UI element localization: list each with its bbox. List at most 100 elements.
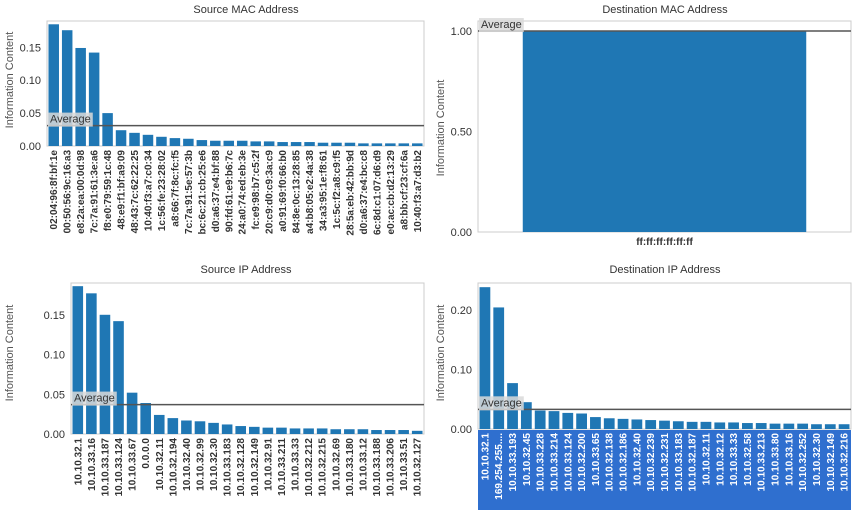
x-tick-label[interactable]: 10.10.33.193	[508, 433, 519, 492]
bar[interactable]	[316, 428, 328, 434]
x-tick-label[interactable]: 10.10.33.187	[100, 438, 111, 497]
bar[interactable]	[344, 429, 355, 434]
bar[interactable]	[303, 428, 314, 434]
x-tick-label[interactable]: 00:50:56:9c:16:a3	[63, 150, 74, 234]
x-tick-label[interactable]: 10.10.32.127	[413, 438, 424, 497]
bar[interactable]	[262, 427, 274, 434]
bar[interactable]	[755, 423, 767, 429]
x-tick-label[interactable]: 10.10.33.33	[729, 433, 740, 486]
bar[interactable]	[208, 422, 219, 434]
bar[interactable]	[330, 429, 342, 434]
bar[interactable]	[196, 140, 208, 146]
bar[interactable]	[398, 143, 410, 146]
x-tick-label[interactable]: d0:a6:37:e4:bf:88	[211, 150, 222, 233]
bar[interactable]	[686, 421, 698, 429]
x-tick-label[interactable]: 10.10.33.214	[549, 433, 560, 492]
x-tick-label[interactable]: 10.10.33.180	[345, 438, 356, 497]
x-tick-label[interactable]: f8:e0:79:59:1c:48	[103, 150, 114, 232]
bar[interactable]	[276, 427, 287, 434]
x-tick-label[interactable]: 0.0.0.0	[141, 438, 152, 469]
x-tick-label[interactable]: e0:ac:cb:d2:13:29	[386, 150, 397, 235]
x-tick-label[interactable]: 10.10.33.124	[563, 433, 574, 492]
bar[interactable]	[167, 418, 179, 434]
x-tick-label[interactable]: 10.10.32.40	[632, 433, 643, 486]
bar[interactable]	[357, 429, 369, 434]
bar[interactable]	[411, 430, 423, 434]
x-tick-label[interactable]: 10.10.33.67	[128, 438, 139, 491]
x-tick-label[interactable]: 10.10.32.216	[840, 433, 851, 492]
bar[interactable]	[304, 142, 315, 146]
bar[interactable]	[263, 141, 275, 146]
x-tick-label[interactable]: 1c:56:fe:23:28:02	[157, 150, 168, 232]
bar[interactable]	[223, 140, 235, 146]
bar[interactable]	[742, 423, 753, 429]
x-tick-label[interactable]: 10.10.32.128	[236, 438, 247, 497]
x-tick-label[interactable]: 10.10.33.12	[358, 438, 369, 491]
bar[interactable]	[562, 412, 574, 429]
bar[interactable]	[156, 136, 167, 146]
x-tick-label[interactable]: 84:8e:0c:13:28:85	[292, 150, 303, 234]
bar[interactable]	[140, 403, 151, 434]
bar[interactable]	[153, 414, 165, 434]
bar[interactable]	[659, 420, 670, 429]
bar[interactable]	[398, 430, 409, 434]
bar[interactable]	[317, 142, 329, 146]
x-tick-label[interactable]: 10.10.33.183	[674, 433, 685, 492]
x-tick-label[interactable]: 10.10.32.45	[522, 433, 533, 486]
x-tick-label[interactable]: e8:2a:ea:00:0d:98	[76, 150, 87, 234]
bar[interactable]	[194, 421, 206, 434]
x-tick-label[interactable]: d0:a6:37:e4:bc:c8	[359, 150, 370, 235]
bar[interactable]	[590, 417, 601, 429]
bar[interactable]	[181, 420, 192, 434]
bar[interactable]	[235, 426, 247, 434]
bar[interactable]	[576, 413, 587, 429]
x-tick-label[interactable]: 10.10.32.99	[195, 438, 206, 491]
bar[interactable]	[169, 138, 181, 146]
x-tick-label[interactable]: 169.254.255....	[494, 433, 505, 500]
bar[interactable]	[88, 52, 100, 146]
bar[interactable]	[289, 428, 301, 434]
x-tick-label[interactable]: 10.10.32.149	[250, 438, 261, 497]
x-tick-label[interactable]: 10.10.32.11	[155, 438, 166, 491]
bar[interactable]	[824, 424, 836, 429]
x-tick-label[interactable]: 10.10.32.149	[826, 433, 837, 492]
bar[interactable]	[385, 143, 396, 146]
x-tick-label[interactable]: bc:6c:21:cb:25:e6	[197, 150, 208, 235]
bar[interactable]	[769, 423, 781, 429]
x-tick-label[interactable]: 10.10.33.124	[114, 438, 125, 497]
bar[interactable]	[412, 143, 423, 146]
bar[interactable]	[129, 132, 140, 146]
bar[interactable]	[113, 321, 124, 434]
x-tick-label[interactable]: 10.10.32.212	[304, 438, 315, 497]
x-tick-label[interactable]: 10.10.33.228	[536, 433, 547, 492]
bar[interactable]	[371, 430, 382, 434]
bar[interactable]	[371, 143, 383, 146]
bar[interactable]	[72, 286, 84, 434]
x-tick-label[interactable]: 10.10.32.239	[646, 433, 657, 492]
x-tick-label[interactable]: 10.10.33.213	[757, 433, 768, 492]
bar[interactable]	[358, 143, 369, 146]
bar[interactable]	[250, 141, 261, 146]
x-tick-label[interactable]: 10.10.33.16	[784, 433, 795, 486]
x-tick-label[interactable]: 34:a3:95:1e:f8:61	[319, 150, 330, 232]
x-tick-label[interactable]: 10.10.32.69	[331, 438, 342, 491]
x-tick-label[interactable]: 10.10.32.187	[688, 433, 699, 492]
x-tick-label[interactable]: 10.10.33.65	[591, 433, 602, 486]
x-tick-label[interactable]: 20:c9:d0:c9:3a:c9	[265, 150, 276, 234]
bar[interactable]	[479, 287, 491, 429]
x-tick-label[interactable]: 24:a0:74:ed:eb:3e	[238, 150, 249, 235]
bar[interactable]	[728, 422, 739, 429]
x-tick-label[interactable]: a8:bb:cf:23:cf:6a	[399, 150, 410, 230]
bar[interactable]	[236, 140, 248, 146]
bar[interactable]	[838, 424, 850, 429]
x-tick-label[interactable]: 10.10.33.33	[291, 438, 302, 491]
x-tick-label[interactable]: 10.10.32.58	[743, 433, 754, 486]
x-tick-label[interactable]: a0:91:69:f0:66:b0	[278, 150, 289, 232]
x-tick-label[interactable]: 10.10.33.183	[223, 438, 234, 497]
x-tick-label[interactable]: a4:b8:05:e2:4a:38	[305, 150, 316, 234]
bar[interactable]	[700, 421, 712, 429]
bar[interactable]	[811, 424, 822, 429]
x-tick-label[interactable]: 10.10.32.30	[812, 433, 823, 486]
x-tick-label[interactable]: 10.10.33.16	[87, 438, 98, 491]
bar[interactable]	[783, 423, 795, 429]
